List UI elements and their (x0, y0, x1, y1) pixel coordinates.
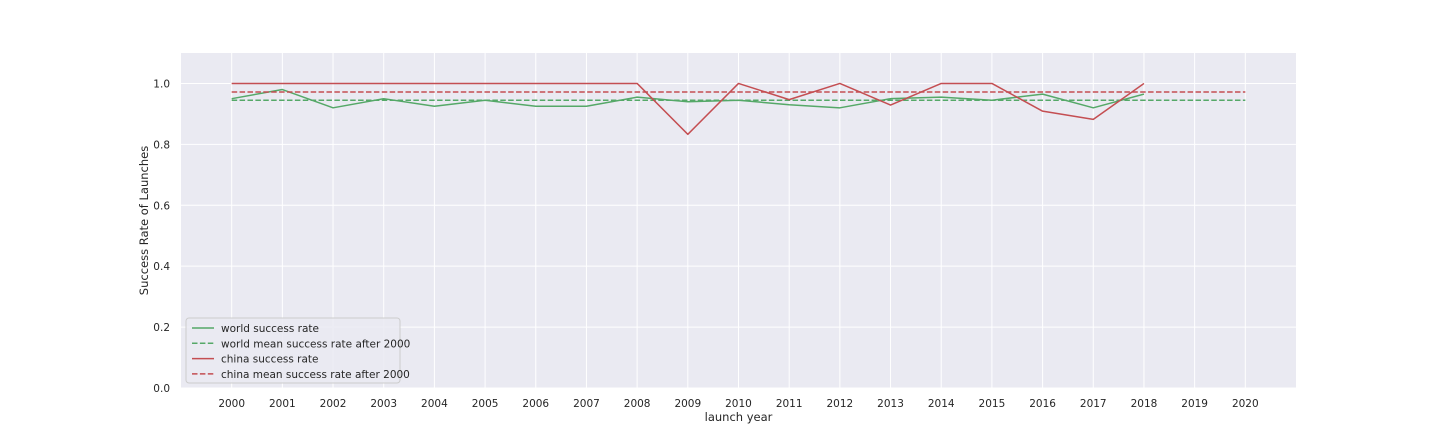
legend-label: world success rate (221, 323, 319, 335)
y-tick-label: 0.8 (153, 139, 170, 151)
x-tick-label: 2017 (1080, 398, 1107, 410)
y-tick-label: 1.0 (153, 78, 170, 90)
grid-lines (181, 53, 1296, 389)
x-axis-label: launch year (705, 410, 773, 424)
x-tick-label: 2013 (877, 398, 904, 410)
y-axis-label: Success Rate of Launches (137, 146, 151, 295)
x-tick-label: 2000 (218, 398, 245, 410)
x-tick-label: 2014 (928, 398, 955, 410)
series-lines (231, 82, 1246, 136)
x-tick-label: 2018 (1131, 398, 1158, 410)
x-tick-label: 2002 (320, 398, 347, 410)
x-tick-label: 2003 (370, 398, 397, 410)
x-tick-label: 2012 (826, 398, 853, 410)
x-tick-label: 2006 (522, 398, 549, 410)
y-tick-label: 0.0 (153, 383, 170, 395)
x-tick-label: 2016 (1029, 398, 1056, 410)
x-tick-label: 2008 (624, 398, 651, 410)
legend-label: china mean success rate after 2000 (221, 369, 410, 381)
legend-label: china success rate (221, 354, 319, 366)
tick-labels: 2000 2001 2002 2003 2004 2005 2006 2007 2008 2009… (153, 78, 1258, 410)
legend-label: world mean success rate after 2000 (221, 338, 410, 350)
x-tick-label: 2007 (573, 398, 600, 410)
series-line-2 (231, 82, 1145, 136)
x-tick-label: 2005 (472, 398, 499, 410)
y-tick-label: 0.6 (153, 200, 170, 212)
y-tick-label: 0.2 (153, 322, 170, 334)
x-tick-label: 2019 (1181, 398, 1208, 410)
x-tick-label: 2011 (776, 398, 803, 410)
x-tick-label: 2010 (725, 398, 752, 410)
x-tick-label: 2004 (421, 398, 448, 410)
y-tick-label: 0.4 (153, 261, 170, 273)
x-tick-label: 2009 (674, 398, 701, 410)
legend: world success rate world mean success rat… (185, 317, 410, 384)
x-tick-label: 2001 (269, 398, 296, 410)
x-tick-label: 2015 (979, 398, 1006, 410)
legend-box (185, 317, 401, 384)
x-tick-label: 2020 (1232, 398, 1259, 410)
